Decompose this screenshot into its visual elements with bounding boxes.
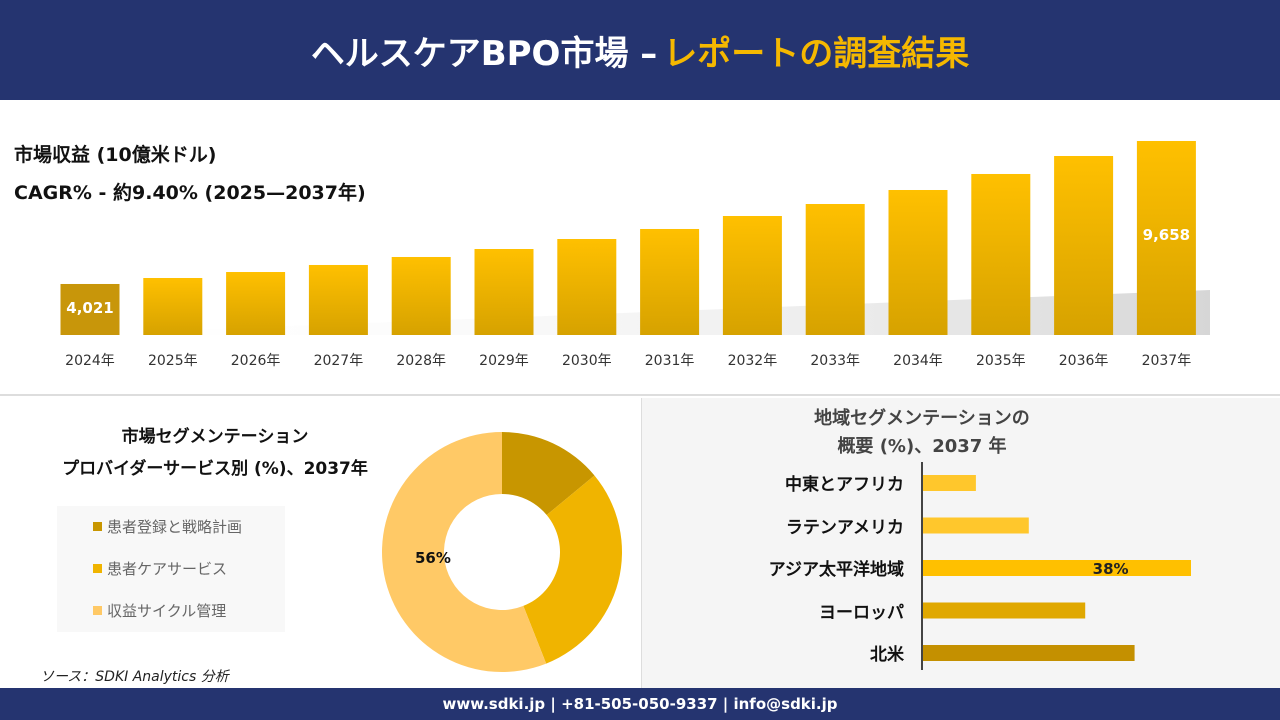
donut-legend: 患者登録と戦略計画 患者ケアサービス 収益サイクル管理 [57, 506, 285, 632]
x-tick-label: 2028年 [396, 353, 446, 369]
bar [1136, 140, 1196, 335]
revenue-bar-chart: 2024年 4,021 2025年 2026年 2027年 2028年 2029年 2030年… [60, 140, 1210, 369]
footer-contact: www.sdki.jp | +81-505-050-9337 | info@sd… [0, 688, 1280, 720]
bar [474, 249, 534, 335]
donut-slice [523, 475, 622, 664]
legend-item: 患者登録と戦略計画 [93, 516, 242, 537]
header: ヘルスケアBPO市場 – レポートの調査結果 [0, 0, 1280, 100]
x-tick-label: 2030年 [562, 353, 612, 369]
bar-data-label: 4,021 [66, 299, 113, 317]
bar-data-label: 9,658 [1143, 226, 1190, 244]
x-tick-label: 2029年 [479, 353, 529, 369]
region-label: ヨーロッパ [819, 602, 904, 623]
x-tick-label: 2032年 [728, 353, 778, 369]
region-bar [923, 517, 1029, 534]
region-data-label: 38% [1093, 560, 1129, 578]
donut-slice [382, 432, 547, 672]
bar [226, 272, 286, 335]
bar [805, 204, 865, 335]
region-segment-panel: 地域セグメンテーションの 概要 (%)、2037 年 中東とアフリカ ラテンアメリ… [641, 398, 1280, 688]
region-title-2: 概要 (%)、2037 年 [837, 436, 1007, 457]
region-bar [923, 645, 1135, 661]
title-accent: レポートの調査結果 [663, 33, 970, 74]
x-tick-label: 2027年 [314, 353, 364, 369]
bar [888, 189, 948, 335]
legend-swatch [93, 606, 102, 615]
donut-data-label: 56% [415, 549, 451, 567]
legend-item: 患者ケアサービス [93, 558, 227, 579]
bar [143, 277, 203, 335]
chart-title: 市場収益 (10億米ドル) [14, 144, 217, 166]
x-tick-label: 2026年 [231, 353, 281, 369]
x-tick-label: 2031年 [645, 353, 695, 369]
x-tick-label: 2034年 [893, 353, 943, 369]
region-label: 中東とアフリカ [785, 475, 904, 495]
region-bar [923, 475, 976, 491]
revenue-chart-panel: 市場収益 (10億米ドル) CAGR% - 約9.40% (2025—2037年… [0, 100, 1280, 396]
x-tick-label: 2033年 [810, 353, 860, 369]
legend-label: 患者ケアサービス [107, 560, 228, 578]
cagr-label: CAGR% - 約9.40% (2025—2037年) [14, 182, 366, 204]
donut-title-1: 市場セグメンテーション [121, 427, 309, 447]
legend-item: 収益サイクル管理 [93, 600, 226, 621]
region-label: アジア太平洋地域 [768, 560, 904, 580]
region-bar [923, 560, 1191, 576]
region-title-1: 地域セグメンテーションの [814, 408, 1030, 429]
bar [308, 264, 368, 335]
legend-label: 収益サイクル管理 [107, 602, 227, 620]
legend-swatch [93, 564, 102, 573]
region-bar [923, 602, 1086, 619]
donut-title-2: プロバイダーサービス別 (%)、2037年 [62, 459, 368, 479]
x-tick-label: 2024年 [65, 353, 115, 369]
donut-slice [502, 432, 595, 516]
region-label: 北米 [870, 645, 904, 665]
title-main: ヘルスケアBPO市場 – [310, 33, 658, 74]
bar [1054, 156, 1114, 335]
bar [391, 256, 451, 335]
source-note: ソース：SDKI Analytics 分析 [40, 669, 229, 685]
region-label: ラテンアメリカ [785, 517, 904, 538]
bar [722, 215, 782, 335]
bar [557, 239, 617, 335]
x-tick-label: 2035年 [976, 353, 1026, 369]
legend-swatch [93, 522, 102, 531]
region-bar-chart: 38% [921, 462, 1191, 670]
legend-label: 患者登録と戦略計画 [107, 518, 243, 536]
bar [640, 228, 700, 335]
x-tick-label: 2036年 [1059, 353, 1109, 369]
x-tick-label: 2025年 [148, 353, 198, 369]
x-tick-label: 2037年 [1142, 353, 1192, 369]
provider-segment-panel: 市場セグメンテーション プロバイダーサービス別 (%)、2037年 患者登録と戦… [0, 398, 640, 688]
bar [971, 173, 1031, 335]
bar [60, 283, 120, 335]
donut-chart: 56% [382, 432, 622, 672]
